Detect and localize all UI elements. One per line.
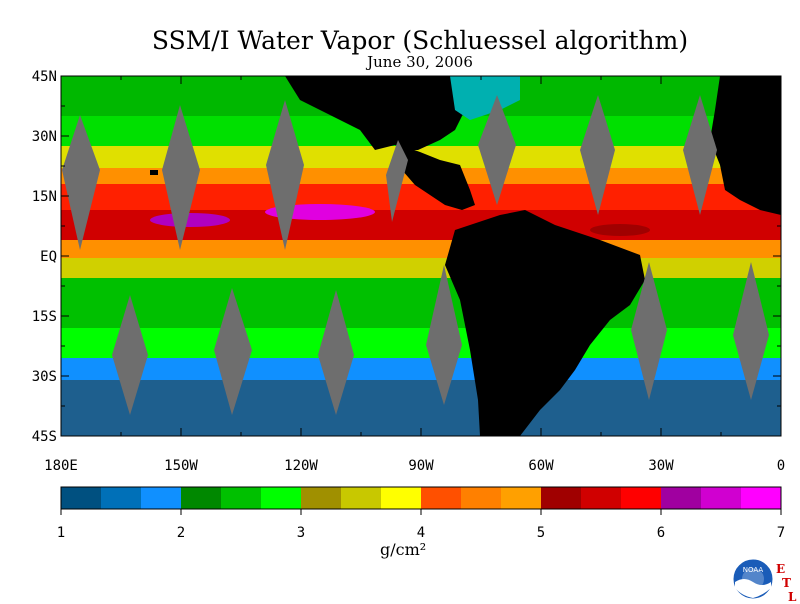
colorbar-swatch (541, 487, 582, 509)
lab-logo-letter: L (788, 590, 797, 604)
colorbar-swatch (221, 487, 262, 509)
colorbar-swatch (381, 487, 422, 509)
colorbar-swatch (461, 487, 502, 509)
band-south-lower (61, 328, 781, 358)
swath-gap (162, 105, 200, 250)
lon-tick-label: 30W (648, 458, 674, 474)
band-itcz-south (61, 240, 781, 258)
colorbar-tick-label: 6 (657, 525, 665, 541)
colorbar-tick-label: 2 (177, 525, 185, 541)
colorbar-swatch (581, 487, 622, 509)
lab-logo-letter: T (782, 576, 791, 590)
lat-tick-label: 15N (32, 189, 57, 205)
band-south-dry (61, 380, 781, 436)
longitude-axis: 180E 150W 120W 90W 60W 30W 0 (44, 76, 785, 474)
colorbar-swatch (741, 487, 782, 509)
lat-tick-label: 45S (32, 429, 57, 445)
colorbar-tick-label: 3 (297, 525, 305, 541)
lab-logo-letter: E (776, 562, 786, 576)
swath-gap (266, 100, 304, 250)
lat-tick-label: 45N (32, 69, 57, 85)
map-title: SSM/I Water Vapor (Schluessel algorithm) (151, 26, 689, 55)
map-date: June 30, 2006 (367, 53, 473, 71)
noaa-logo-text: NOAA (743, 566, 764, 574)
colorbar-swatch (141, 487, 182, 509)
band-south-mid (61, 278, 781, 328)
lon-tick-label: 60W (528, 458, 554, 474)
colorbar-tick-label: 7 (777, 525, 785, 541)
band-south-blue (61, 358, 781, 380)
swath-gap (62, 115, 100, 250)
swath-gap (318, 290, 354, 415)
band-eq-south (61, 258, 781, 278)
hawaii-land (150, 170, 158, 175)
colorbar-swatch (301, 487, 342, 509)
lon-tick-label: 0 (777, 458, 785, 474)
africa-europe-land (710, 76, 781, 215)
swath-gap (386, 140, 408, 222)
lat-tick-label: 15S (32, 309, 57, 325)
colorbar-swatch (181, 487, 222, 509)
colorbar-swatch (621, 487, 662, 509)
lab-logo: E T L (776, 562, 796, 604)
lat-tick-label: 30N (32, 129, 57, 145)
swath-gap (580, 95, 615, 215)
colorbar-swatch (61, 487, 102, 509)
noaa-logo: NOAA (732, 558, 774, 600)
lat-tick-label: 30S (32, 369, 57, 385)
lat-tick-label: EQ (40, 249, 57, 265)
colorbar-swatch (501, 487, 542, 509)
lon-tick-label: 150W (164, 458, 198, 474)
colorbar-swatch (701, 487, 742, 509)
colorbar-ticks: 1 2 3 4 5 6 7 (57, 509, 785, 541)
map-field (61, 76, 781, 436)
central-america-land (400, 145, 475, 210)
lon-tick-label: 180E (44, 458, 78, 474)
lon-tick-label: 120W (284, 458, 318, 474)
high-vapor-patch-1 (150, 213, 230, 227)
colorbar-unit: g/cm² (380, 540, 427, 559)
colorbar-swatch (261, 487, 302, 509)
colorbar-tick-label: 4 (417, 525, 425, 541)
colorbar-tick-label: 1 (57, 525, 65, 541)
swath-gap (631, 262, 667, 400)
latitude-axis: 45N 30N 15N EQ 15S 30S 45S (32, 69, 781, 445)
swath-gap (683, 95, 717, 215)
swath-gap (478, 95, 516, 205)
swath-gap (112, 295, 148, 415)
colorbar-swatch (421, 487, 462, 509)
swath-gap (733, 262, 769, 400)
south-america-land (445, 210, 645, 436)
high-vapor-patch-3 (590, 224, 650, 236)
swath-gap (426, 265, 462, 405)
lon-tick-label: 90W (408, 458, 434, 474)
colorbar-swatch (661, 487, 702, 509)
swath-gap (214, 288, 252, 415)
colorbar (60, 486, 782, 510)
colorbar-swatch (341, 487, 382, 509)
gulf-coast-ocean (450, 76, 520, 120)
north-america-land (285, 76, 470, 150)
colorbar-swatch (101, 487, 142, 509)
colorbar-tick-label: 5 (537, 525, 545, 541)
